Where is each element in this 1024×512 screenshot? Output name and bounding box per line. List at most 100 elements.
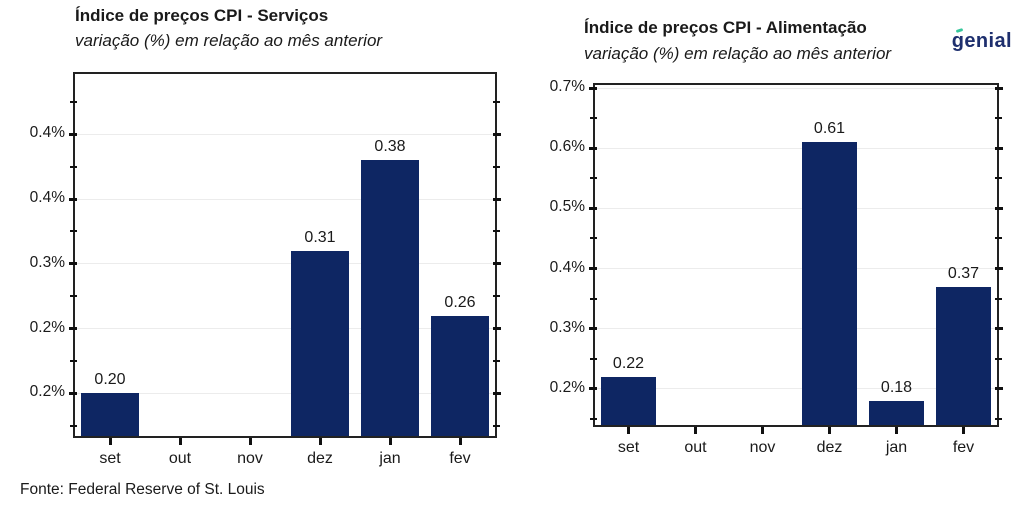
y-gridline [595, 147, 997, 149]
x-tick [108, 438, 112, 445]
y-minor-tick [995, 417, 1002, 420]
y-axis-label: 0.7% [549, 78, 585, 96]
y-minor-tick [493, 359, 500, 362]
y-major-tick [995, 267, 1003, 271]
bar-value-label: 0.20 [94, 371, 126, 389]
bar-value-label: 0.61 [813, 120, 846, 138]
bar-value-label: 0.31 [304, 228, 336, 246]
y-minor-tick [493, 230, 500, 233]
y-gridline [595, 388, 997, 390]
y-gridline [595, 207, 997, 209]
bar-set [81, 393, 139, 436]
x-tick [318, 438, 322, 445]
chart-servicos-subtitle: variação (%) em relação ao mês anterior [75, 31, 383, 50]
y-axis-label: 0.3% [29, 253, 65, 271]
bar-dez [802, 142, 857, 425]
bar-fev [431, 315, 489, 436]
y-major-tick [589, 206, 597, 210]
y-major-tick [493, 197, 501, 201]
x-axis-label: out [168, 450, 192, 467]
x-tick [694, 427, 697, 434]
y-major-tick [589, 146, 597, 150]
chart-servicos-title: Índice de preços CPI - Serviços [75, 6, 329, 25]
x-axis-label: set [99, 450, 121, 467]
genial-logo: genial [951, 27, 1012, 53]
x-tick [962, 427, 965, 434]
y-minor-tick [995, 177, 1002, 180]
y-major-tick [69, 262, 77, 266]
bar-value-label: 0.38 [374, 138, 406, 156]
y-major-tick [995, 86, 1003, 90]
y-major-tick [589, 267, 597, 271]
bar-value-label: 0.22 [612, 354, 645, 372]
y-minor-tick [493, 295, 500, 298]
y-minor-tick [70, 165, 77, 168]
bar-jan [869, 400, 924, 425]
y-axis-label: 0.2% [29, 318, 65, 336]
y-minor-tick [493, 424, 500, 427]
bar-fev [936, 286, 991, 425]
y-gridline [75, 392, 495, 394]
bar-jan [361, 160, 419, 436]
source-note: Fonte: Federal Reserve of St. Louis [20, 481, 265, 498]
y-gridline [595, 87, 997, 89]
y-minor-tick [493, 100, 500, 103]
chart-alimentacao-plot-area: 0.7% 0.6% 0.5% 0.4% 0.3% 0.2% set 0.22 out nov dez… [550, 78, 1003, 456]
x-axis-label: nov [749, 439, 776, 456]
y-major-tick [69, 197, 77, 201]
y-major-tick [995, 206, 1003, 210]
chart-alimentacao-subtitle: variação (%) em relação ao mês anterior [584, 44, 892, 63]
y-axis-label: 0.2% [29, 383, 65, 401]
y-major-tick [589, 387, 597, 391]
chart-alimentacao-title: Índice de preços CPI - Alimentação [584, 18, 867, 37]
y-gridline [75, 328, 495, 330]
y-axis-label: 0.2% [549, 378, 585, 396]
x-tick [761, 427, 764, 434]
y-major-tick [69, 132, 77, 136]
bar-value-label: 0.26 [444, 293, 476, 311]
y-major-tick [493, 132, 501, 136]
chart-servicos-plot-area: 0.4% 0.4% 0.3% 0.2% 0.2% set 0.20 out nov dez 0.31… [30, 72, 501, 467]
y-gridline [595, 268, 997, 270]
y-axis-label: 0.4% [29, 189, 65, 207]
y-gridline [75, 263, 495, 265]
y-minor-tick [70, 295, 77, 298]
x-tick [895, 427, 898, 434]
bar-value-label: 0.18 [880, 378, 913, 396]
x-axis-label: nov [237, 450, 263, 467]
y-minor-tick [995, 357, 1002, 360]
x-axis-label: jan [885, 439, 908, 456]
y-axis-label: 0.4% [29, 124, 65, 142]
y-minor-tick [70, 230, 77, 233]
x-axis-label: fev [449, 450, 471, 467]
y-gridline [75, 198, 495, 200]
y-major-tick [493, 262, 501, 266]
y-minor-tick [590, 237, 597, 240]
bar-set [601, 376, 656, 425]
bar-dez [291, 250, 349, 436]
y-minor-tick [590, 357, 597, 360]
y-axis-label: 0.4% [549, 258, 585, 276]
y-major-tick [69, 327, 77, 331]
y-minor-tick [70, 100, 77, 103]
y-minor-tick [70, 359, 77, 362]
x-tick [388, 438, 392, 445]
x-tick [178, 438, 182, 445]
y-axis-label: 0.6% [549, 138, 585, 156]
y-minor-tick [995, 237, 1002, 240]
y-minor-tick [995, 297, 1002, 300]
x-axis-label: fev [952, 439, 975, 456]
y-minor-tick [493, 165, 500, 168]
genial-logo-text: genial [951, 30, 1012, 52]
y-minor-tick [995, 117, 1002, 120]
y-major-tick [589, 86, 597, 90]
x-tick [458, 438, 462, 445]
y-major-tick [995, 146, 1003, 150]
x-tick [627, 427, 630, 434]
y-axis-label: 0.5% [549, 198, 585, 216]
y-minor-tick [590, 297, 597, 300]
y-minor-tick [590, 177, 597, 180]
x-axis-label: jan [379, 450, 401, 467]
y-minor-tick [590, 117, 597, 120]
